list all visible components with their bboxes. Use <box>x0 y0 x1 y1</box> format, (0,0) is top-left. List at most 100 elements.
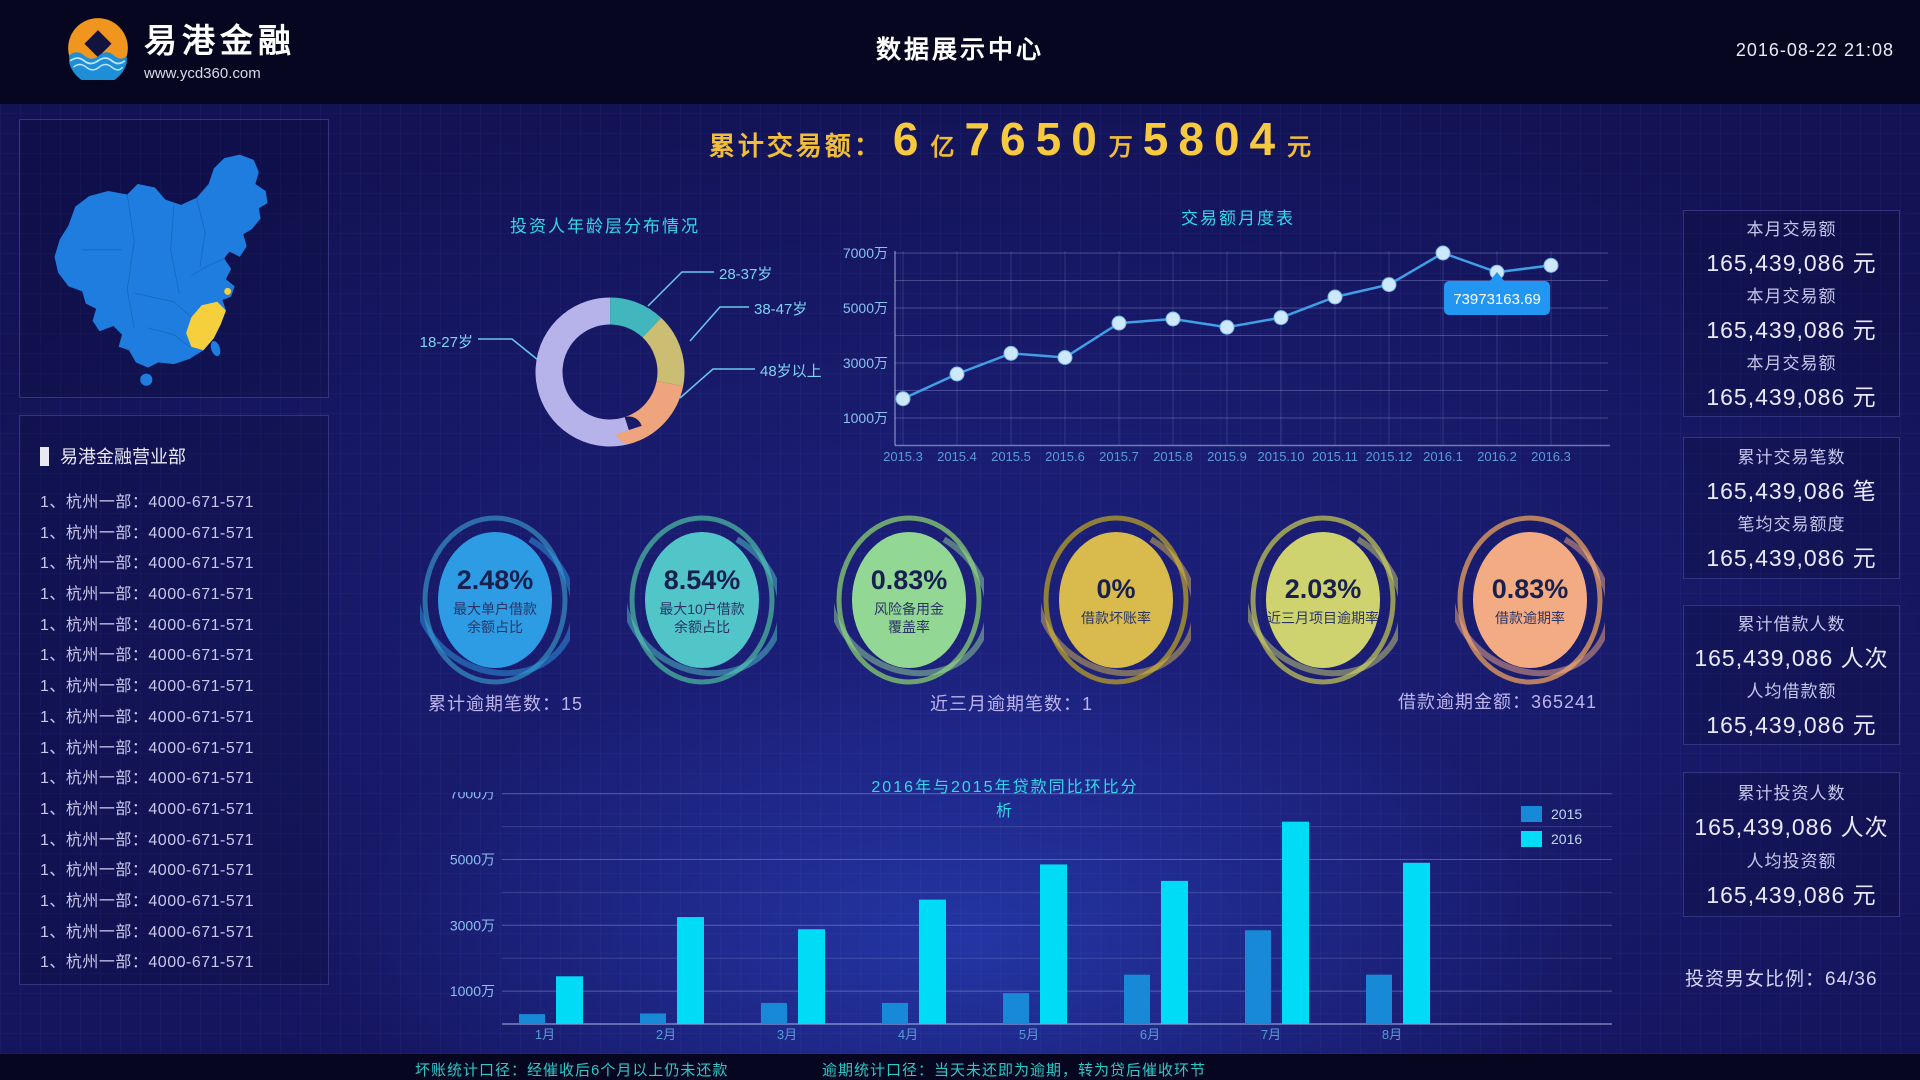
legend-item-2015[interactable]: 2015 <box>1521 806 1582 822</box>
risk-circle-2[interactable]: 8.54% 最大10户借款 余额占比 <box>619 514 785 686</box>
risk-circle-3[interactable]: 0.83% 风险备用金 覆盖率 <box>826 514 992 686</box>
bar-2016[interactable] <box>1403 862 1430 1024</box>
right-panel-stat: 人均借款额 165,439,086 元 <box>1684 677 1899 740</box>
line-chart-point[interactable] <box>1219 319 1235 335</box>
bar-2015[interactable] <box>640 1013 666 1024</box>
bar-2015[interactable] <box>1245 930 1271 1024</box>
donut-segment-48岁以上[interactable] <box>533 295 687 449</box>
legend-item-2016[interactable]: 2016 <box>1521 831 1582 847</box>
right-panel-box-3: 累计借款人数 165,439,086 人次 人均借款额 165,439,086 元 <box>1683 605 1900 745</box>
line-chart-point[interactable] <box>1435 245 1451 261</box>
line-x-tick: 2015.4 <box>937 449 977 464</box>
risk-circle-value: 2.03% <box>1284 573 1362 604</box>
branch-list-item: 1、杭州一部：4000-671-571 <box>40 524 255 542</box>
header-bar: 易港金融 www.ycd360.com 数据展示中心 2016-08-22 21… <box>0 0 1920 104</box>
line-x-tick: 2015.10 <box>1258 449 1305 464</box>
line-chart-point[interactable] <box>1273 310 1289 326</box>
logo-icon <box>68 18 128 80</box>
donut-chart-title: 投资人年龄层分布情况 <box>510 217 700 236</box>
bar-x-tick: 8月 <box>1382 1027 1402 1042</box>
line-x-tick: 2015.3 <box>883 449 923 464</box>
svg-text:1000万: 1000万 <box>843 410 888 426</box>
bar-2016[interactable] <box>1282 821 1309 1024</box>
stat-value: 165,439,086 元 <box>1706 250 1877 276</box>
risk-circle-text: 2.48% 最大单户借款 余额占比 <box>420 514 570 686</box>
svg-text:7000万: 7000万 <box>843 245 888 261</box>
line-chart-point[interactable] <box>1111 315 1127 331</box>
bar-2016[interactable] <box>556 976 583 1024</box>
bar-2016[interactable] <box>798 929 825 1024</box>
right-panel-box-1: 本月交易额 165,439,086 元本月交易额 165,439,086 元本月交易… <box>1683 210 1900 417</box>
right-panel-stat: 本月交易额 165,439,086 元 <box>1684 215 1899 278</box>
branch-list-item: 1、杭州一部：4000-671-571 <box>40 647 255 665</box>
stat-value: 165,439,086 笔 <box>1706 477 1877 504</box>
branch-list-item: 1、杭州一部：4000-671-571 <box>40 892 255 910</box>
loan-comparison-bar-chart: 1000万 3000万 5000万 7000万 1月 2月 3月 4月 5月 6月 7月 8月 <box>450 792 1612 1042</box>
bar-chart-legend: 2015 2016 <box>1521 806 1582 856</box>
line-chart-point[interactable] <box>1327 289 1343 305</box>
risk-circle-value: 0.83% <box>1491 573 1569 604</box>
branch-list-item: 1、杭州一部：4000-671-571 <box>40 616 255 634</box>
logo-name: 易港金融 <box>144 22 296 59</box>
risk-circle-label: 最大单户借款 余额占比 <box>453 600 537 635</box>
risk-circle-text: 2.03% 近三月项目逾期率 <box>1248 514 1398 686</box>
footer-note-overdue: 逾期统计口径：当天未还即为逾期，转为贷后催收环节 <box>822 1062 1207 1079</box>
line-chart-point[interactable] <box>895 391 911 407</box>
line-chart-point[interactable] <box>1003 345 1019 361</box>
risk-circle-6[interactable]: 0.83% 借款逾期率 <box>1447 514 1613 686</box>
china-map <box>54 154 268 386</box>
bar-2015[interactable] <box>1003 993 1029 1024</box>
stat-label: 笔均交易额度 <box>1737 515 1846 535</box>
risk-circle-value: 2.48% <box>456 564 534 595</box>
line-chart-point[interactable] <box>1057 350 1073 365</box>
logo: 易港金融 www.ycd360.com <box>66 14 296 82</box>
bar-2016[interactable] <box>677 917 704 1024</box>
bar-2015[interactable] <box>1366 974 1392 1024</box>
right-panel-stat: 本月交易额 165,439,086 元 <box>1684 349 1899 412</box>
stat-label: 本月交易额 <box>1746 220 1837 239</box>
risk-circle-4[interactable]: 0% 借款坏账率 <box>1033 514 1199 686</box>
risk-circle-ring <box>1240 515 1406 685</box>
risk-circle-text: 0.83% 风险备用金 覆盖率 <box>834 514 984 686</box>
line-x-tick: 2015.6 <box>1045 449 1085 464</box>
branch-list-item: 1、杭州一部：4000-671-571 <box>40 586 255 604</box>
branch-header-label: 易港金融营业部 <box>60 447 186 467</box>
branch-list-item: 1、杭州一部：4000-671-571 <box>40 708 255 726</box>
legend-label: 2016 <box>1551 831 1583 847</box>
bar-2016[interactable] <box>1161 880 1188 1024</box>
bar-2015[interactable] <box>882 1002 908 1024</box>
total-num-yi: 6 <box>892 113 929 165</box>
line-chart-point[interactable] <box>949 366 965 382</box>
branch-list-item: 1、杭州一部：4000-671-571 <box>40 739 255 757</box>
risk-circle-1[interactable]: 2.48% 最大单户借款 余额占比 <box>412 514 578 686</box>
stat-value: 165,439,086 元 <box>1706 712 1877 738</box>
bar-x-tick: 4月 <box>898 1027 918 1042</box>
line-chart-point[interactable] <box>1165 311 1181 327</box>
risk-circle-5[interactable]: 2.03% 近三月项目逾期率 <box>1240 514 1406 686</box>
branch-list-item: 1、杭州一部：4000-671-571 <box>40 862 255 880</box>
china-map-landmass <box>54 154 268 368</box>
highlight-dot <box>224 287 232 295</box>
bar-2016[interactable] <box>919 899 946 1024</box>
branch-list-item: 1、杭州一部：4000-671-571 <box>40 555 255 573</box>
branch-list-item: 1、杭州一部：4000-671-571 <box>40 831 255 849</box>
bar-2015[interactable] <box>519 1014 545 1024</box>
donut-label-28-37: 28-37岁 <box>719 266 773 283</box>
bar-2016[interactable] <box>1040 864 1067 1024</box>
legend-swatch <box>1521 806 1542 822</box>
branch-list-item: 1、杭州一部：4000-671-571 <box>40 923 255 941</box>
right-panel-box-2: 累计交易笔数 165,439,086 笔笔均交易额度 165,439,086 元 <box>1683 437 1900 579</box>
bar-chart-title: 2016年与2015年贷款同比环比分析 <box>871 779 1139 820</box>
bar-2015[interactable] <box>1124 974 1150 1024</box>
total-unit-yuan: 元 <box>1287 134 1312 161</box>
branch-list-item: 1、杭州一部：4000-671-571 <box>40 494 255 511</box>
donut-label-18-27: 18-27岁 <box>419 334 473 351</box>
right-panel-stat: 本月交易额 165,439,086 元 <box>1684 282 1899 345</box>
risk-circle-value: 0% <box>1096 573 1136 604</box>
stat-label: 累计交易笔数 <box>1737 447 1846 467</box>
donut-segment-38-47岁[interactable] <box>533 295 687 449</box>
line-chart-point[interactable] <box>1543 257 1559 273</box>
line-x-tick: 2015.7 <box>1099 449 1139 464</box>
line-chart-point[interactable] <box>1381 277 1397 293</box>
bar-2015[interactable] <box>761 1002 787 1024</box>
